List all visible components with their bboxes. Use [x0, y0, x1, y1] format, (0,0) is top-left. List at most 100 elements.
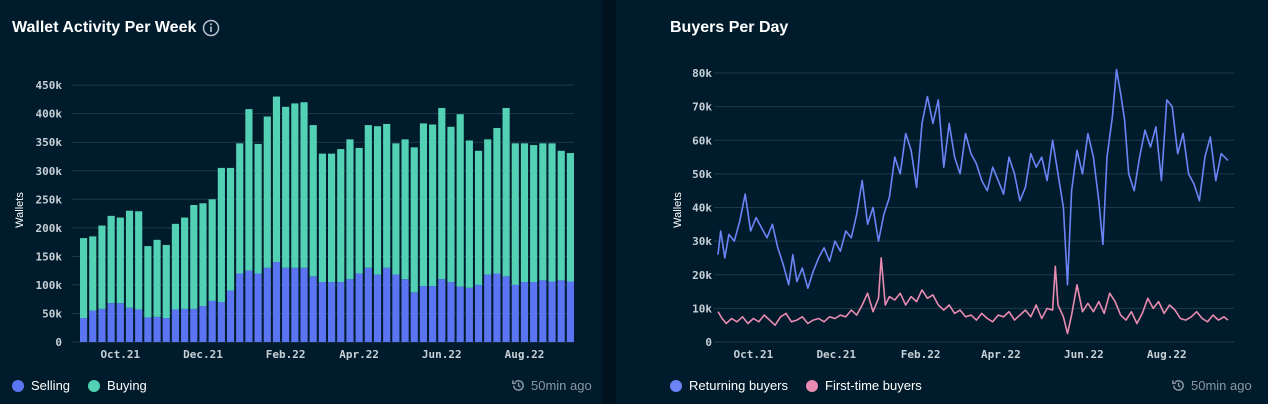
bar-buying: [318, 153, 326, 283]
bar-selling: [190, 308, 198, 342]
wallet-activity-title-row: Wallet Activity Per Week: [12, 19, 220, 37]
bar-selling: [199, 306, 207, 342]
bar-buying: [502, 107, 510, 277]
bar-buying: [171, 223, 180, 310]
bar-selling: [484, 274, 492, 342]
bar-buying: [456, 114, 464, 287]
legend-label-selling: Selling: [31, 378, 71, 393]
bar-buying: [153, 239, 161, 317]
updated-text-right: 50min ago: [1191, 378, 1252, 393]
y-tick-label: 70k: [692, 101, 712, 114]
bar-selling: [557, 280, 565, 342]
bar-buying: [438, 107, 446, 280]
bar-selling: [300, 267, 308, 342]
bar-buying: [410, 147, 418, 293]
bar-buying: [530, 145, 538, 283]
y-axis-label: Wallets: [672, 192, 684, 228]
y-tick-label: 80k: [692, 67, 712, 80]
legend-item-returning[interactable]: Returning buyers: [670, 378, 788, 393]
bar-selling: [89, 310, 97, 342]
x-tick-label: Feb.22: [901, 348, 941, 361]
bar-selling: [493, 273, 501, 342]
bar-buying: [364, 125, 372, 268]
bar-selling: [282, 267, 290, 342]
bar-selling: [337, 282, 345, 342]
bar-buying: [511, 143, 519, 285]
legend-label-buying: Buying: [107, 378, 147, 393]
bar-buying: [263, 116, 271, 268]
bar-buying: [107, 215, 115, 304]
bar-buying: [392, 143, 400, 275]
wallet-activity-panel: Wallet Activity Per Week 0 50k 100k 150k 200…: [0, 0, 602, 404]
x-tick-label: Dec.21: [183, 348, 223, 361]
bar-buying: [557, 150, 565, 281]
x-tick-label: Oct.21: [733, 348, 773, 361]
x-tick-label: Aug.22: [1147, 348, 1187, 361]
bar-selling: [346, 279, 354, 342]
bar-selling: [135, 309, 143, 342]
x-tick-label: Apr.22: [981, 348, 1021, 361]
bar-buying: [254, 143, 262, 274]
x-tick-label: Oct.21: [100, 348, 140, 361]
bar-selling: [465, 287, 473, 342]
bar-buying: [429, 124, 437, 287]
bar-selling: [355, 273, 363, 342]
bar-selling: [456, 286, 464, 342]
bar-buying: [125, 210, 134, 308]
legend-item-first-time[interactable]: First-time buyers: [806, 378, 922, 393]
bar-buying: [373, 126, 382, 275]
wallet-activity-chart: 0 50k 100k 150k 200k 250k 300k 350k 400k 450k Wall…: [14, 79, 574, 361]
bar-selling: [125, 307, 134, 342]
y-tick-label: 10k: [692, 302, 712, 315]
bar-selling: [511, 284, 519, 342]
bar-buying: [484, 139, 492, 275]
bar-buying: [309, 125, 317, 277]
y-tick-label: 250k: [36, 193, 63, 206]
bar-buying: [217, 167, 225, 303]
bar-selling: [208, 300, 216, 342]
bar-buying: [144, 246, 152, 318]
bar-selling: [181, 308, 189, 342]
bar-selling: [272, 262, 281, 342]
bar-selling: [98, 308, 106, 342]
buyers-per-day-panel: Buyers Per Day 0 10k 20k 30k 40k 50k 60k 70k 80k…: [616, 0, 1268, 404]
x-tick-label: Dec.21: [816, 348, 856, 361]
bar-buying: [401, 139, 409, 280]
wallet-activity-title: Wallet Activity Per Week: [12, 19, 197, 36]
buyers-per-day-updated: 50min ago: [1171, 378, 1252, 393]
bar-selling: [171, 309, 180, 342]
bar-selling: [438, 279, 446, 342]
bar-selling: [392, 274, 400, 342]
bar-buying: [328, 153, 336, 283]
line-first-time-buyers: [717, 257, 1229, 335]
bar-selling: [217, 302, 225, 342]
wallet-activity-legend: Selling Buying: [12, 378, 147, 393]
bar-buying: [181, 217, 189, 309]
x-tick-label: Feb.22: [266, 348, 306, 361]
returning-swatch: [670, 379, 682, 392]
bar-buying: [520, 143, 529, 283]
bar-selling: [309, 276, 317, 342]
y-tick-label: 40k: [692, 202, 712, 215]
y-tick-label: 450k: [36, 79, 63, 92]
bar-buying: [493, 127, 501, 274]
bar-selling: [263, 267, 271, 342]
bar-selling: [162, 318, 170, 342]
bar-selling: [548, 281, 556, 342]
bar-selling: [116, 303, 124, 342]
legend-item-selling[interactable]: Selling: [12, 378, 70, 393]
updated-text-left: 50min ago: [531, 378, 592, 393]
bar-buying: [80, 238, 88, 319]
legend-label-returning: Returning buyers: [689, 378, 788, 393]
bar-buying: [383, 123, 391, 268]
bar-selling: [245, 270, 253, 342]
bar-selling: [153, 316, 161, 342]
y-tick-label: 150k: [36, 250, 63, 263]
legend-item-buying[interactable]: Buying: [88, 378, 147, 393]
bar-buying: [419, 123, 428, 287]
y-tick-label: 20k: [692, 269, 712, 282]
bar-buying: [539, 143, 547, 281]
bar-selling: [539, 280, 547, 342]
y-tick-label: 350k: [36, 136, 63, 149]
info-circle-icon[interactable]: [202, 19, 220, 37]
